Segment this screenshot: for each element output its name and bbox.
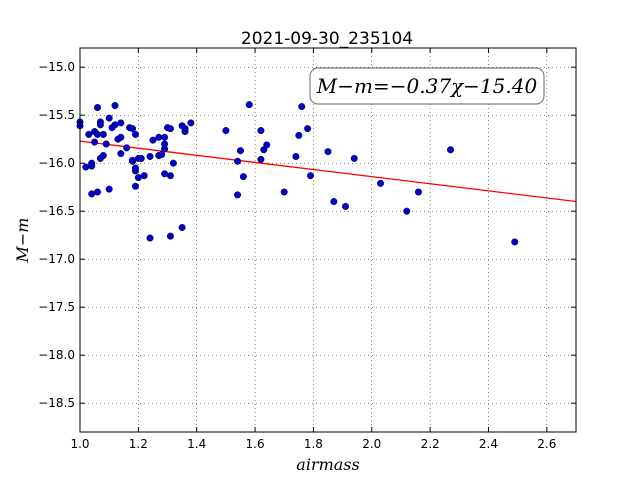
data-point — [304, 125, 312, 133]
data-point — [117, 133, 125, 141]
data-point — [140, 172, 148, 180]
data-points — [76, 101, 519, 246]
data-point — [324, 148, 332, 156]
data-point — [105, 114, 113, 122]
data-point — [330, 198, 338, 206]
x-tick-label: 1.6 — [246, 437, 265, 451]
plot-area — [80, 48, 576, 432]
data-point — [245, 101, 253, 109]
data-point — [166, 232, 174, 240]
data-point — [169, 159, 177, 167]
data-point — [123, 144, 131, 152]
plot-frame — [79, 47, 577, 433]
data-point — [82, 163, 90, 171]
fit-equation-frame — [309, 67, 545, 105]
x-axis-label: airmass — [296, 455, 359, 474]
x-tick-label: 2.2 — [421, 437, 440, 451]
y-tick-label: −15.0 — [38, 60, 75, 74]
x-tick-label: 2.6 — [537, 437, 556, 451]
data-point — [111, 102, 119, 110]
data-point — [236, 147, 244, 155]
data-point — [117, 150, 125, 158]
x-tick-label: 2.4 — [479, 437, 498, 451]
data-point — [257, 127, 265, 135]
data-point — [181, 128, 189, 136]
grid-lines — [79, 48, 576, 432]
data-point — [149, 136, 157, 144]
data-point — [234, 157, 242, 165]
data-point — [111, 121, 119, 129]
data-point — [280, 188, 288, 196]
x-tick-label: 2.0 — [362, 437, 381, 451]
data-point — [137, 154, 145, 162]
data-point — [306, 172, 314, 180]
data-point — [447, 146, 455, 154]
data-point — [94, 104, 102, 112]
chart-title: 2021-09-30_235104 — [241, 29, 413, 49]
data-point — [161, 133, 169, 141]
data-point — [298, 103, 306, 111]
data-point — [134, 174, 142, 182]
axis-ticks — [79, 48, 576, 432]
data-point — [161, 170, 169, 178]
y-tick-labels: −15.0 −15.5 −16.0 −16.5 −17.0 −17.5 −18.0 −18.5 — [38, 60, 75, 410]
data-point — [117, 119, 125, 127]
data-point — [295, 131, 303, 139]
data-point — [158, 151, 166, 159]
x-tick-label: 1.4 — [187, 437, 206, 451]
data-point — [85, 130, 93, 138]
y-tick-label: −16.5 — [38, 204, 75, 218]
data-point — [88, 162, 96, 170]
data-point — [129, 156, 137, 164]
data-point — [88, 190, 96, 198]
data-point — [131, 164, 139, 172]
y-tick-label: −17.0 — [38, 252, 75, 266]
data-point — [178, 224, 186, 232]
y-tick-label: −18.0 — [38, 348, 75, 362]
data-point — [94, 130, 102, 138]
data-point — [403, 207, 411, 215]
data-point — [350, 154, 358, 162]
data-point — [187, 119, 195, 127]
data-point — [131, 130, 139, 138]
x-tick-labels: 1.0 1.2 1.4 1.6 1.8 2.0 2.2 2.4 2.6 — [70, 437, 556, 451]
data-point — [146, 152, 154, 160]
data-point — [414, 188, 422, 196]
data-point — [96, 121, 104, 129]
data-point — [257, 155, 265, 163]
data-point — [102, 140, 110, 148]
fit-equation-text: M−m=−0.37χ−15.40 — [316, 74, 538, 98]
y-tick-label: −16.0 — [38, 156, 75, 170]
data-point — [99, 130, 107, 138]
data-point — [222, 127, 230, 135]
data-point — [263, 141, 271, 149]
data-point — [234, 191, 242, 199]
data-point — [94, 188, 102, 196]
data-point — [166, 125, 174, 133]
data-point — [511, 238, 519, 246]
data-point — [105, 185, 113, 193]
x-tick-label: 1.8 — [304, 437, 323, 451]
x-tick-label: 1.2 — [129, 437, 148, 451]
data-point — [146, 234, 154, 242]
y-axis-label: M−m — [13, 218, 32, 264]
data-point — [131, 182, 139, 190]
fit-equation-box: M−m=−0.37χ−15.40 — [309, 67, 545, 105]
data-point — [239, 173, 247, 181]
data-point — [161, 140, 169, 148]
x-tick-label: 1.0 — [70, 437, 89, 451]
data-point — [155, 133, 163, 141]
data-point — [377, 179, 385, 187]
data-point — [292, 152, 300, 160]
data-point — [129, 125, 137, 133]
y-tick-label: −17.5 — [38, 300, 75, 314]
y-tick-label: −18.5 — [38, 396, 75, 410]
data-point — [99, 152, 107, 160]
y-tick-label: −15.5 — [38, 108, 75, 122]
data-point — [91, 138, 99, 146]
data-point — [342, 202, 350, 210]
data-point — [166, 172, 174, 180]
